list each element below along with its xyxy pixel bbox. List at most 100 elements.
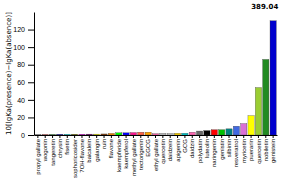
tick-mark [37, 135, 38, 138]
tick: luteolin [204, 135, 210, 158]
tick-mark [162, 135, 163, 138]
tick-mark [148, 135, 149, 138]
tick-mark [104, 135, 105, 138]
tick-mark [28, 135, 34, 136]
tick: baicalein [86, 135, 92, 163]
tick-mark [192, 135, 193, 138]
tick-label: quercetin [256, 139, 262, 164]
bar [255, 88, 261, 135]
tick-mark [251, 135, 252, 138]
annotation: 389.04 [251, 3, 278, 11]
tick-mark [28, 82, 34, 83]
tick: nobiletin [263, 135, 269, 161]
tick: tectorigenin [138, 135, 144, 170]
tick-mark [59, 135, 60, 138]
tick-label: quercetin [160, 139, 166, 164]
tick-label: nobiletin [263, 139, 269, 161]
tick-label: luteolin [204, 139, 210, 158]
tick: 20 [17, 114, 34, 121]
tick-mark [111, 135, 112, 138]
tick-label: wogonin [42, 139, 48, 162]
tick: chrysin [57, 135, 63, 158]
tick: kaempferol [123, 135, 129, 169]
y-axis: 020406080100120 [13, 13, 34, 139]
tick-label: ethyl gallate [153, 138, 159, 171]
bar [226, 129, 232, 135]
tick: resveratrol [233, 135, 239, 167]
tick-label: tangeretin [50, 139, 56, 166]
tick: 100 [13, 44, 34, 51]
plot: 020406080100120propyl gallatewogonintang… [13, 3, 278, 178]
tick: silbinin [226, 135, 232, 157]
bar [160, 133, 166, 135]
x-axis: propyl gallatewogonintangeretinchrysinfi… [35, 135, 278, 178]
bar [108, 133, 114, 135]
tick-mark [45, 135, 46, 138]
tick-label: genistein [270, 139, 276, 163]
tick-mark [273, 135, 274, 138]
tick: quercetin [256, 135, 262, 164]
bar [241, 124, 247, 135]
tick-label: baicalein [86, 139, 92, 163]
bar [219, 130, 225, 135]
tick-mark [96, 135, 97, 138]
bar [189, 132, 195, 135]
tick-label: kaempferide [116, 138, 122, 172]
bar [101, 134, 107, 135]
bar [174, 133, 180, 135]
tick-mark [28, 65, 34, 66]
tick-label: galangin [94, 139, 100, 162]
tick: puerarin [248, 135, 254, 161]
tick: naringenin [211, 135, 217, 167]
bar [35, 134, 41, 135]
tick: galangin [94, 135, 100, 162]
bars [35, 21, 277, 135]
tick: EGCG [145, 135, 151, 157]
tick-mark [236, 135, 237, 138]
tick: 80 [17, 61, 34, 68]
tick-label: ruin [101, 139, 107, 149]
tick-label: kaempferol [123, 139, 129, 169]
tick-label: tectorigenin [138, 139, 144, 170]
y-axis-title: 10[lgKa(presence)−lgKa(absence)] [5, 12, 13, 135]
bar [211, 130, 217, 135]
tick-label: 0 [21, 132, 25, 139]
tick-mark [81, 135, 82, 138]
tick-mark [89, 135, 90, 138]
bar [94, 134, 100, 135]
tick-mark [229, 135, 230, 138]
tick-label: 120 [13, 26, 25, 33]
tick-label: daidzin [189, 139, 195, 158]
tick: apigenin [175, 135, 181, 162]
tick-mark [28, 117, 34, 118]
bar [145, 132, 151, 135]
tick: myricetin [241, 135, 247, 163]
bar [138, 132, 144, 135]
bar [123, 133, 129, 135]
tick-label: 60 [17, 79, 25, 86]
tick-mark [52, 135, 53, 138]
bar [167, 133, 173, 135]
bar [79, 134, 85, 135]
bar [196, 131, 202, 135]
tick-label: 100 [13, 44, 25, 51]
tick: kaempferide [116, 135, 122, 172]
tick-label: flavone [108, 138, 114, 158]
axis-domain [34, 13, 35, 136]
tick-label: 7OH-flavone [79, 138, 85, 172]
tick: daidzein [167, 135, 173, 161]
bar [86, 134, 92, 135]
bar [152, 134, 158, 135]
tick: ethyl gallate [153, 135, 159, 171]
tick-label: polydatin [197, 139, 203, 163]
bar [42, 134, 48, 135]
bar [263, 59, 269, 135]
tick-mark [177, 135, 178, 138]
tick-label: apigenin [175, 139, 181, 162]
bar [182, 133, 188, 135]
tick-mark [74, 135, 75, 138]
tick-mark [67, 135, 68, 138]
tick-mark [214, 135, 215, 138]
bar [204, 131, 210, 135]
tick: 0 [21, 132, 34, 139]
